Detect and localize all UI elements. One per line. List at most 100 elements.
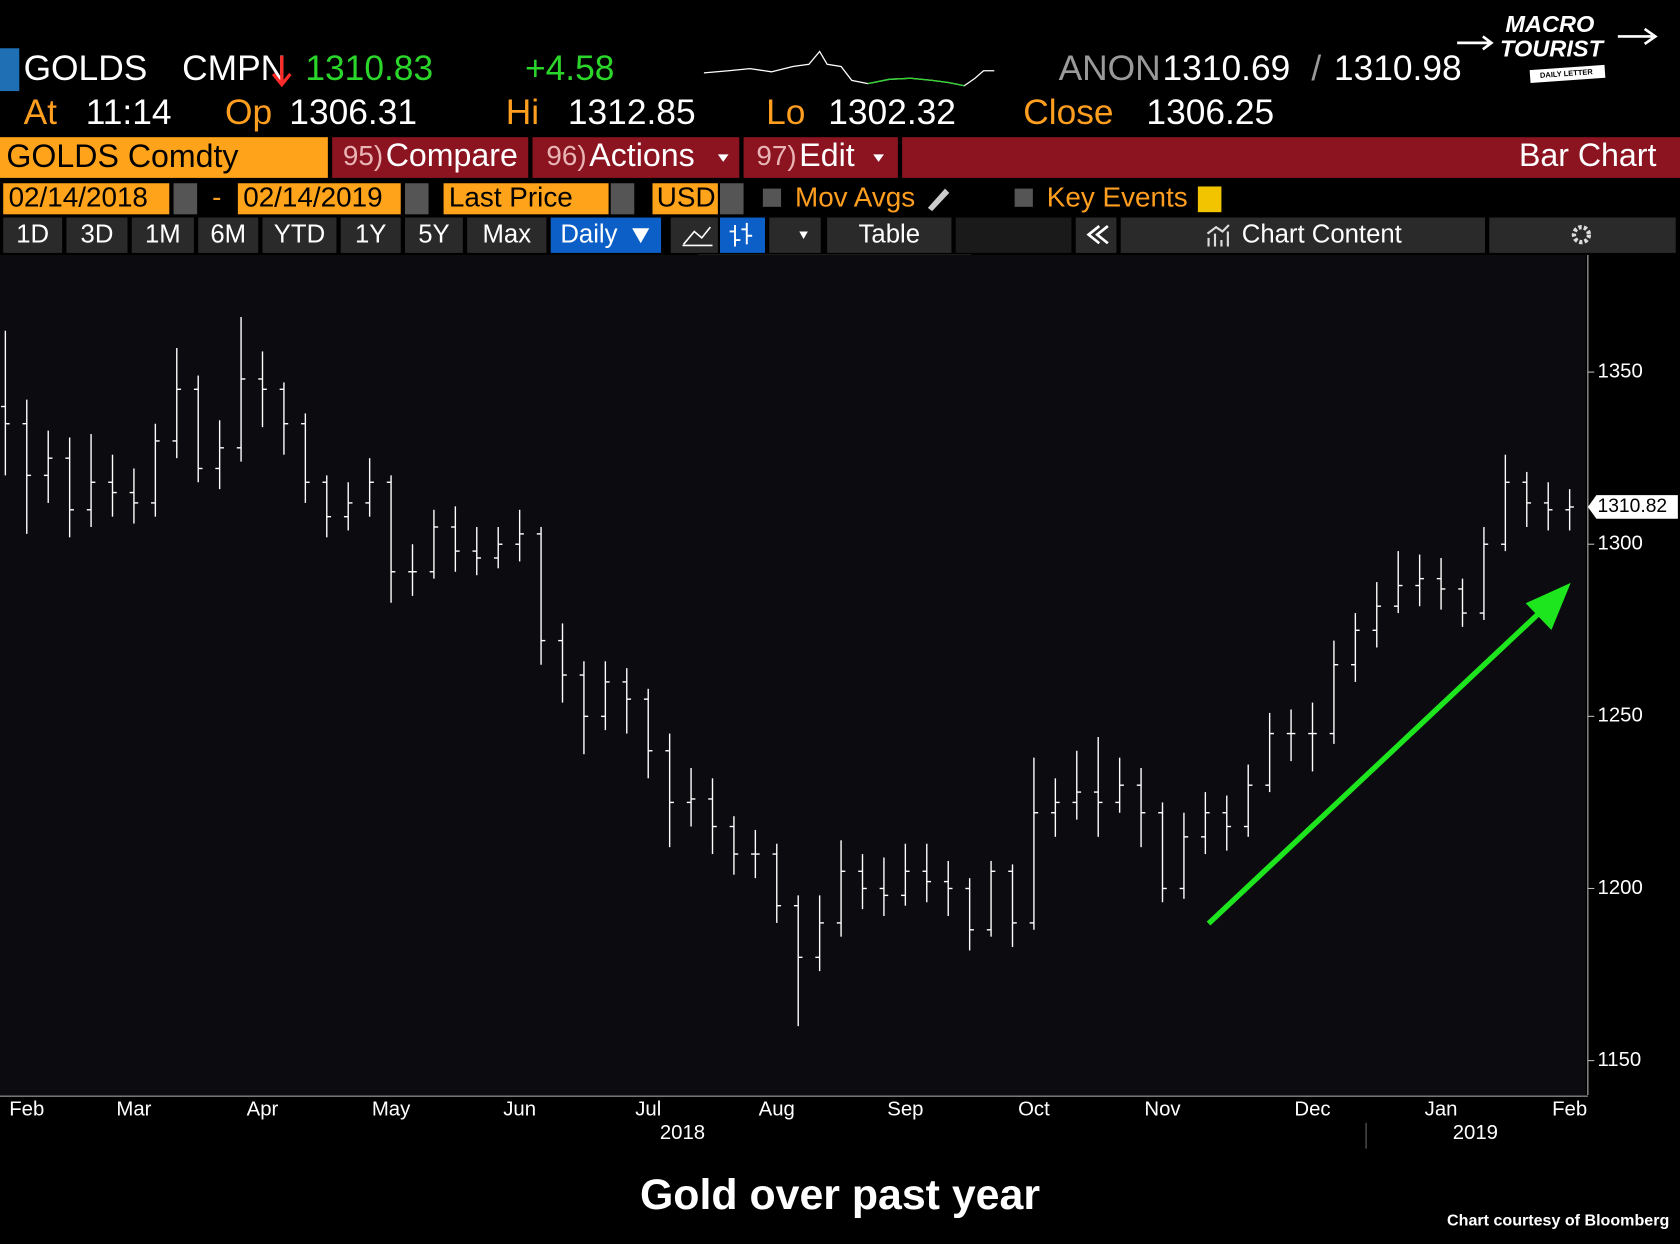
frequency-text: Daily xyxy=(560,221,617,249)
bars xyxy=(1,317,1574,1027)
x-tick-label: Mar xyxy=(116,1098,151,1120)
open-value: 1306.31 xyxy=(289,93,417,132)
table-button[interactable] xyxy=(827,217,952,253)
x-tick-label: Feb xyxy=(1552,1098,1587,1120)
x-tick-label: Sep xyxy=(887,1098,923,1120)
menu-label: Compare xyxy=(386,137,518,173)
period-button[interactable] xyxy=(131,217,194,253)
y-tick-label: 1200 xyxy=(1598,877,1643,899)
date-field[interactable] xyxy=(237,183,401,215)
logo-arrows xyxy=(1457,27,1658,51)
year-label: 2019 xyxy=(1453,1122,1498,1144)
x-tick-label: Jan xyxy=(1425,1098,1458,1120)
view-title: Bar Chart xyxy=(1519,137,1657,173)
axes: 1150 1200 1250 1300 1350 Feb Mar Apr May Jun Jul Au… xyxy=(9,360,1678,1144)
period-buttons: 1D 3D 1M 6M YTD 1Y 5Y Max xyxy=(3,217,547,253)
last-price-label: 1310.82 xyxy=(1598,496,1668,517)
period-label: 1Y xyxy=(355,221,386,249)
trend-arrowhead xyxy=(1525,582,1571,631)
logo-line: MACRO xyxy=(1505,11,1594,37)
period-label: YTD xyxy=(274,221,325,249)
chart-content-text: Chart Content xyxy=(1242,221,1402,249)
period-button[interactable] xyxy=(340,217,401,253)
period-label: 1M xyxy=(145,221,181,249)
period-label: 3D xyxy=(81,221,114,249)
calendar-button[interactable] xyxy=(405,183,429,215)
menu-number: 97) xyxy=(756,140,796,171)
dropdown-caret xyxy=(873,154,884,162)
title-bar xyxy=(902,137,1680,178)
dropdown-caret xyxy=(799,231,808,239)
style-dropdown[interactable] xyxy=(769,217,821,253)
low-value: 1302.32 xyxy=(828,93,956,132)
chart-content-icon xyxy=(1206,224,1230,247)
x-tick-label: Oct xyxy=(1018,1098,1050,1120)
dropdown-caret xyxy=(632,228,650,244)
dropdown-button[interactable] xyxy=(720,183,744,215)
trend-arrow xyxy=(1206,605,1547,926)
security-field[interactable] xyxy=(0,137,328,178)
period-label: 5Y xyxy=(418,221,449,249)
y-tick-label: 1150 xyxy=(1598,1049,1642,1071)
last-price-tag xyxy=(1587,495,1678,519)
period-button[interactable] xyxy=(3,217,63,253)
ticker: GOLDS xyxy=(24,49,148,88)
date-field[interactable] xyxy=(3,183,170,215)
at-label: At xyxy=(24,93,58,132)
edit-button[interactable] xyxy=(743,137,898,178)
open-label: Op xyxy=(225,93,272,132)
x-tick-label: Dec xyxy=(1294,1098,1330,1120)
at-time: 11:14 xyxy=(86,93,172,132)
key-events: Key Events xyxy=(1047,182,1188,213)
table-text: Table xyxy=(859,221,920,249)
net-change: +4.58 xyxy=(525,49,614,88)
settings-button[interactable] xyxy=(1489,217,1676,253)
end-date: 02/14/2019 xyxy=(243,182,382,213)
bar-style-button[interactable] xyxy=(720,217,765,253)
x-tick-label: Aug xyxy=(759,1098,795,1120)
x-tick-label: Jun xyxy=(503,1098,536,1120)
dropdown-caret xyxy=(717,154,729,162)
menu-label: Actions xyxy=(589,137,694,173)
date-dash: - xyxy=(212,182,221,213)
x-tick-label: Feb xyxy=(9,1098,44,1120)
currency-text: USD xyxy=(657,182,716,213)
period-button[interactable] xyxy=(198,217,259,253)
period-button[interactable] xyxy=(467,217,547,253)
period-button[interactable] xyxy=(262,217,337,253)
gear-icon xyxy=(1571,225,1592,245)
field-select[interactable] xyxy=(443,183,609,215)
credit: Chart courtesy of Bloomberg xyxy=(1447,1212,1669,1230)
checkbox[interactable] xyxy=(1014,188,1033,207)
actions-button[interactable] xyxy=(532,137,740,178)
currency-select[interactable] xyxy=(652,183,718,215)
chart-content-button[interactable] xyxy=(1120,217,1485,253)
period-button[interactable] xyxy=(66,217,128,253)
logo-banner xyxy=(1529,64,1606,83)
period-button[interactable] xyxy=(405,217,463,253)
dropdown-button[interactable] xyxy=(610,183,635,215)
year-label: 2018 xyxy=(660,1122,705,1144)
close-value: 1306.25 xyxy=(1146,93,1274,132)
down-arrow xyxy=(271,55,292,88)
compare-button[interactable] xyxy=(332,137,529,178)
y-tick-label: 1350 xyxy=(1598,360,1643,382)
security-text: GOLDS Comdty xyxy=(6,138,238,174)
security-marker xyxy=(0,48,20,92)
logo-line: DAILY LETTER xyxy=(1540,67,1594,80)
x-tick-label: Nov xyxy=(1144,1098,1181,1120)
line-style-button[interactable] xyxy=(670,217,718,253)
mov-avgs: Mov Avgs xyxy=(795,182,915,213)
source: CMPN xyxy=(182,49,286,88)
menu-label: Edit xyxy=(799,137,854,173)
logo-line: TOURIST xyxy=(1500,36,1606,62)
plot-area xyxy=(0,255,1586,1096)
line-icon xyxy=(682,226,713,247)
checkbox[interactable] xyxy=(762,188,782,207)
high-value: 1312.85 xyxy=(568,93,696,132)
x-tick-label: Jul xyxy=(635,1098,661,1120)
info-icon[interactable] xyxy=(1197,186,1222,213)
bid: 1310.69 xyxy=(1163,49,1291,88)
calendar-button[interactable] xyxy=(173,183,198,215)
